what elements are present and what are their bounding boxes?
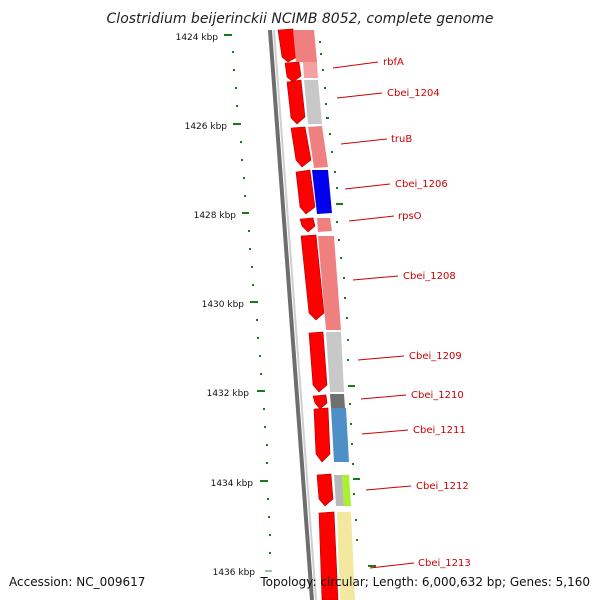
gene-arrow-1213 [318, 511, 339, 600]
scale-label: 1424 kbp [176, 33, 219, 43]
cog-block-1209 [326, 332, 344, 392]
cog-block-1208 [318, 236, 341, 330]
scale-label: 1434 kbp [211, 479, 254, 489]
genome-summary-text: Topology: circular; Length: 6,000,632 bp… [259, 575, 590, 589]
gene-arrow-rbfA [277, 28, 298, 63]
gene-label-Cbei_1204: Cbei_1204 [387, 88, 440, 99]
gene-arrow-rpsO [299, 217, 316, 233]
gene-label-Cbei_1210: Cbei_1210 [411, 390, 464, 401]
gene-arrow-1204b [286, 79, 306, 125]
cog-block-1210 [330, 394, 345, 408]
gene-arrow-1204a [284, 61, 302, 83]
scale-ticks [224, 34, 272, 572]
gene-arrow-1212 [316, 473, 334, 507]
map-title: Clostridium beijerinckii NCIMB 8052, com… [107, 11, 494, 27]
gene-label-Cbei_1206: Cbei_1206 [395, 179, 448, 190]
forward-genes [277, 28, 339, 600]
scale-labels: 1424 kbp 1426 kbp 1428 kbp 1430 kbp 1432… [176, 33, 256, 578]
scale-label: 1436 kbp [213, 568, 256, 578]
gene-label-Cbei_1209: Cbei_1209 [409, 351, 462, 362]
cog-block-1204b [304, 80, 322, 124]
genome-backbone-shadow [273, 29, 317, 600]
cog-ring [293, 30, 355, 600]
cog-block-1212b [342, 475, 351, 506]
gene-arrow-1210 [312, 394, 328, 410]
scale-label: 1428 kbp [194, 211, 237, 221]
gene-arrow-1206 [295, 169, 316, 215]
cog-block-1204 [303, 62, 318, 78]
gene-leader-lines [332, 61, 415, 569]
gene-arrow-truB [290, 126, 312, 168]
gene-label-Cbei_1212: Cbei_1212 [416, 481, 469, 492]
cog-block-1211 [331, 408, 349, 462]
cog-block-1206 [312, 170, 332, 214]
gene-label-Cbei_1208: Cbei_1208 [403, 271, 456, 282]
cog-block-truB [308, 126, 328, 168]
accession-text: Accession: NC_009617 [9, 575, 145, 589]
gene-label-Cbei_1211: Cbei_1211 [413, 425, 466, 436]
cog-block-rbfA-top [293, 30, 317, 62]
cog-block-1213 [337, 512, 355, 600]
gene-arrow-1208 [300, 234, 325, 321]
gene-labels: rbfA Cbei_1204 truB Cbei_1206 rpsO Cbei_… [383, 57, 471, 569]
cog-block-rpsO [317, 218, 332, 232]
gene-label-Cbei_1213: Cbei_1213 [418, 558, 471, 569]
scale-label: 1430 kbp [202, 300, 245, 310]
gene-label-rpsO: rpsO [398, 211, 422, 222]
gc-skew-ticks [319, 41, 376, 567]
genome-backbone [268, 29, 314, 600]
scale-label: 1426 kbp [185, 122, 228, 132]
gene-label-truB: truB [391, 134, 412, 145]
scale-label: 1432 kbp [207, 389, 250, 399]
gene-arrow-1209 [308, 331, 328, 393]
gene-arrow-1211 [313, 407, 331, 463]
gene-label-rbfA: rbfA [383, 57, 404, 68]
cog-block-1212a [334, 475, 344, 506]
